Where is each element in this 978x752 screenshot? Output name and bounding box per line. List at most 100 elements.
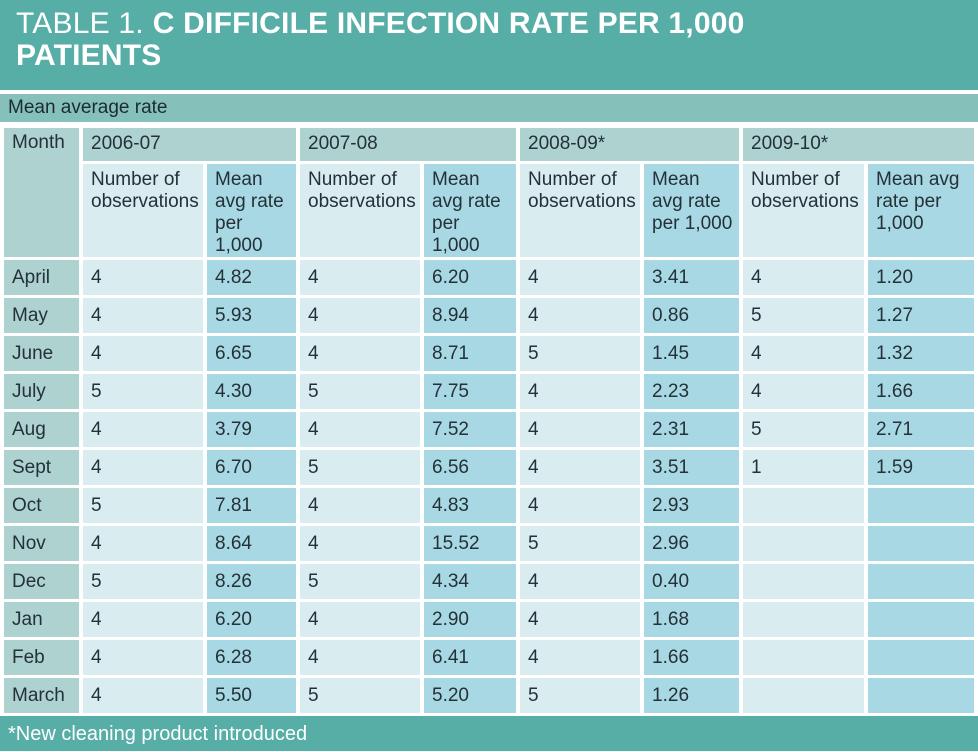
table-row: Nov 4 8.64 4 15.52 5 2.96 — [4, 526, 974, 561]
observations-subheader-2006-07: Number of observations — [83, 163, 203, 257]
rate-cell: 8.26 — [207, 564, 297, 599]
rate-cell: 7.81 — [207, 488, 297, 523]
observations-cell: 4 — [520, 564, 641, 599]
rate-cell: 4.83 — [424, 488, 517, 523]
observations-cell: 4 — [300, 640, 421, 675]
table-row: Jan 4 6.20 4 2.90 4 1.68 — [4, 602, 974, 637]
observations-cell: 4 — [743, 336, 865, 371]
rate-cell: 6.20 — [207, 602, 297, 637]
observations-cell: 5 — [300, 678, 421, 713]
table-row: Dec 5 8.26 5 4.34 4 0.40 — [4, 564, 974, 599]
table-number-label: TABLE 1. — [16, 7, 144, 40]
table-body: April 4 4.82 4 6.20 4 3.41 4 1.20 May 4 … — [4, 260, 974, 713]
rate-cell: 8.94 — [424, 298, 517, 333]
table-row: Feb 4 6.28 4 6.41 4 1.66 — [4, 640, 974, 675]
table-header: Month 2006-07 2007-08 2008-09* 2009-10* … — [4, 127, 974, 257]
observations-cell: 4 — [83, 412, 203, 447]
month-cell: March — [4, 678, 79, 713]
observations-cell: 4 — [83, 678, 203, 713]
observations-cell: 4 — [83, 640, 203, 675]
observations-cell: 4 — [83, 450, 203, 485]
observations-subheader-2007-08: Number of observations — [300, 163, 421, 257]
observations-cell: 4 — [743, 374, 865, 409]
rate-subheader-2007-08: Mean avg rate per 1,000 — [424, 163, 517, 257]
observations-cell: 4 — [520, 412, 641, 447]
observations-cell: 4 — [520, 298, 641, 333]
rate-cell: 5.93 — [207, 298, 297, 333]
table-row: Oct 5 7.81 4 4.83 4 2.93 — [4, 488, 974, 523]
month-cell: Dec — [4, 564, 79, 599]
rate-cell: 4.34 — [424, 564, 517, 599]
observations-cell: 4 — [520, 260, 641, 295]
month-cell: May — [4, 298, 79, 333]
observations-cell: 4 — [520, 450, 641, 485]
observations-cell: 4 — [520, 374, 641, 409]
rate-cell: 0.40 — [644, 564, 740, 599]
table-row: Sept 4 6.70 5 6.56 4 3.51 1 1.59 — [4, 450, 974, 485]
rate-cell: 2.31 — [644, 412, 740, 447]
rate-cell — [868, 564, 974, 599]
rate-cell: 7.75 — [424, 374, 517, 409]
observations-cell: 4 — [300, 526, 421, 561]
table-row: April 4 4.82 4 6.20 4 3.41 4 1.20 — [4, 260, 974, 295]
mean-average-rate-banner: Mean average rate — [0, 93, 978, 122]
month-cell: Feb — [4, 640, 79, 675]
rate-cell: 7.52 — [424, 412, 517, 447]
observations-cell: 4 — [743, 260, 865, 295]
rate-cell: 4.30 — [207, 374, 297, 409]
month-cell: April — [4, 260, 79, 295]
month-column-header: Month — [4, 127, 79, 257]
rate-cell: 1.68 — [644, 602, 740, 637]
rate-cell: 6.65 — [207, 336, 297, 371]
rate-cell — [868, 678, 974, 713]
year-header-row: Month 2006-07 2007-08 2008-09* 2009-10* — [4, 127, 974, 257]
subheader-row: Number of observations Mean avg rate per… — [4, 163, 974, 257]
rate-cell: 1.27 — [868, 298, 974, 333]
rate-cell: 0.86 — [644, 298, 740, 333]
rate-cell — [868, 602, 974, 637]
observations-cell — [743, 564, 865, 599]
observations-subheader-2008-09: Number of observations — [520, 163, 641, 257]
page-title: TABLE 1. C DIFFICILE INFECTION RATE PER 1… — [16, 7, 896, 73]
observations-cell: 5 — [83, 488, 203, 523]
observations-cell: 4 — [83, 260, 203, 295]
table-title-text: C DIFFICILE INFECTION RATE PER 1,000 PAT… — [16, 7, 745, 73]
rate-cell: 2.96 — [644, 526, 740, 561]
rate-cell: 6.70 — [207, 450, 297, 485]
rate-cell: 4.82 — [207, 260, 297, 295]
table-title-bar: TABLE 1. C DIFFICILE INFECTION RATE PER 1… — [0, 0, 978, 90]
observations-cell: 5 — [520, 678, 641, 713]
rate-cell: 1.66 — [644, 640, 740, 675]
rate-subheader-2009-10: Mean avg rate per 1,000 — [868, 163, 974, 257]
table-row: July 5 4.30 5 7.75 4 2.23 4 1.66 — [4, 374, 974, 409]
rate-cell: 1.26 — [644, 678, 740, 713]
rate-subheader-2006-07: Mean avg rate per 1,000 — [207, 163, 297, 257]
rate-cell: 8.64 — [207, 526, 297, 561]
table-row: March 4 5.50 5 5.20 5 1.26 — [4, 678, 974, 713]
rate-cell: 1.66 — [868, 374, 974, 409]
rate-cell: 2.71 — [868, 412, 974, 447]
rate-cell: 3.51 — [644, 450, 740, 485]
observations-cell — [743, 488, 865, 523]
rate-cell: 6.28 — [207, 640, 297, 675]
observations-cell — [743, 678, 865, 713]
rate-cell: 6.20 — [424, 260, 517, 295]
month-cell: Nov — [4, 526, 79, 561]
observations-cell: 4 — [83, 526, 203, 561]
rate-cell — [868, 640, 974, 675]
rate-cell: 8.71 — [424, 336, 517, 371]
rate-cell: 1.59 — [868, 450, 974, 485]
observations-cell — [743, 602, 865, 637]
observations-cell: 4 — [300, 412, 421, 447]
observations-subheader-2009-10: Number of observations — [743, 163, 865, 257]
observations-cell: 5 — [743, 298, 865, 333]
observations-cell: 4 — [300, 602, 421, 637]
table-row: June 4 6.65 4 8.71 5 1.45 4 1.32 — [4, 336, 974, 371]
observations-cell: 4 — [83, 336, 203, 371]
rate-cell: 1.45 — [644, 336, 740, 371]
year-header-2009-10: 2009-10* — [743, 127, 974, 161]
year-header-2006-07: 2006-07 — [83, 127, 297, 161]
observations-cell: 4 — [300, 298, 421, 333]
rate-cell: 2.90 — [424, 602, 517, 637]
rate-subheader-2008-09: Mean avg rate per 1,000 — [644, 163, 740, 257]
